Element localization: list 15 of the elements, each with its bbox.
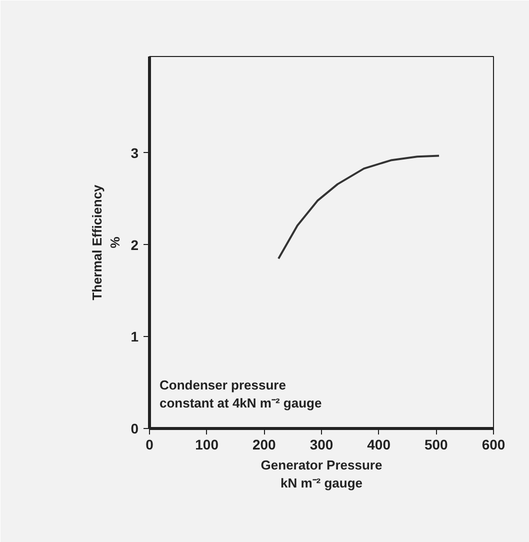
line-series <box>278 154 440 260</box>
x-tick-label: 600 <box>482 436 506 452</box>
annotation: Condenser pressure constant at 4kN m⁻² gauge <box>160 378 322 410</box>
x-tick-label: 500 <box>424 436 448 452</box>
y-tick-label: 0 <box>130 420 139 436</box>
x-tick-label: 0 <box>146 436 154 452</box>
y-axis-title: Thermal Efficiency % <box>90 184 123 300</box>
x-tick-label: 200 <box>252 436 276 452</box>
x-tick-label: 300 <box>310 436 334 452</box>
y-tick-label: 1 <box>130 328 139 345</box>
x-tick-label: 400 <box>367 436 391 452</box>
y-tick-label: 3 <box>130 144 139 161</box>
y-tick-label: 2 <box>130 236 139 253</box>
x-axis-title: Generator Pressure kN m⁻² gauge <box>260 458 382 490</box>
x-tick-label: 100 <box>195 436 219 452</box>
